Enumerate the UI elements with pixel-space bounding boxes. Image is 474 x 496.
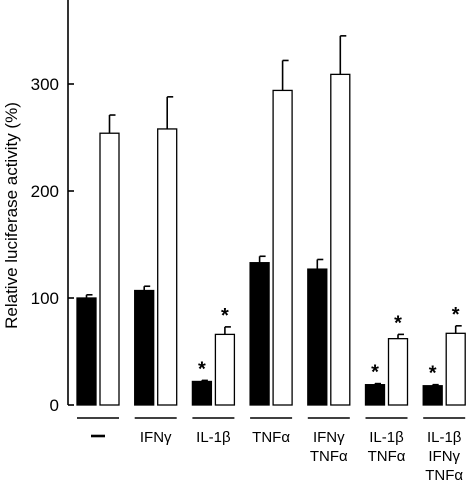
bar (134, 289, 155, 406)
bar (445, 332, 466, 406)
significance-star: * (394, 312, 402, 334)
bar (191, 380, 213, 406)
category-label: TNFα (252, 429, 290, 446)
y-tick-label: 100 (31, 289, 59, 308)
category-label: IL-1β (196, 429, 231, 446)
category-label: TNFα (368, 448, 406, 465)
category-label: IL-1β (369, 429, 404, 446)
category-label: IFNγ (428, 448, 460, 465)
category-label: IL-1β (427, 429, 462, 446)
category-label: IFNγ (313, 429, 345, 446)
bar (330, 73, 351, 406)
bar (307, 268, 328, 406)
significance-star: * (429, 363, 437, 385)
significance-star: * (198, 358, 206, 380)
bar (157, 128, 178, 406)
y-tick-label: 300 (31, 75, 59, 94)
y-axis-label: Relative luciferase activity (%) (2, 102, 21, 329)
category-label: TNFα (310, 448, 348, 465)
bar (422, 385, 443, 406)
bar (76, 297, 97, 406)
significance-star: * (221, 305, 229, 327)
category-label: TNFα (425, 467, 463, 484)
y-tick-label: 200 (31, 182, 59, 201)
significance-star: * (452, 304, 460, 326)
bar (214, 333, 236, 406)
significance-star: * (371, 362, 379, 384)
bar (249, 262, 270, 406)
y-tick-label: 0 (50, 396, 59, 415)
bar (99, 132, 120, 406)
category-label: IFNγ (140, 429, 172, 446)
bar (387, 338, 409, 406)
bar (364, 384, 386, 406)
bar (272, 89, 293, 406)
